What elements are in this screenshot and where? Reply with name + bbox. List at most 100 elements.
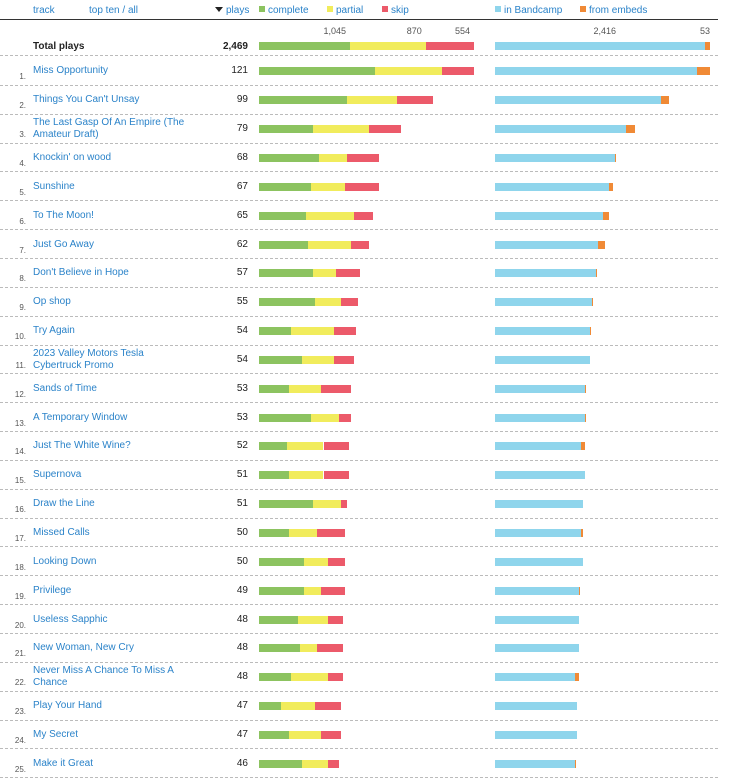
track-title-link[interactable]: Op shop bbox=[33, 296, 71, 308]
total-bar-complete bbox=[259, 42, 350, 50]
bar-skip bbox=[321, 730, 341, 739]
row-separator bbox=[0, 690, 718, 692]
bar-bandcamp bbox=[495, 211, 603, 220]
bar-skip bbox=[347, 153, 380, 162]
bar-partial bbox=[310, 182, 345, 191]
bandcamp-swatch-icon bbox=[495, 6, 501, 13]
track-title-link[interactable]: Knockin' on wood bbox=[33, 151, 112, 163]
bar-partial bbox=[289, 730, 322, 739]
bar-skip bbox=[327, 557, 345, 566]
track-rank: 21. bbox=[14, 649, 26, 659]
filter-top-ten-link[interactable]: top ten bbox=[89, 5, 120, 16]
track-rank: 9. bbox=[19, 303, 26, 313]
bar-partial bbox=[319, 153, 348, 162]
bar-complete bbox=[259, 500, 313, 509]
bar-embeds bbox=[585, 413, 587, 422]
track-title-link[interactable]: Things You Can't Unsay bbox=[33, 94, 140, 106]
track-title-link[interactable]: My Secret bbox=[33, 728, 79, 740]
bar-embeds bbox=[602, 211, 609, 220]
total-bar-embeds bbox=[705, 42, 710, 50]
bar-skip bbox=[327, 673, 343, 682]
row-separator bbox=[0, 575, 718, 577]
bar-bandcamp bbox=[495, 355, 590, 364]
bar-bandcamp bbox=[495, 125, 627, 134]
bar-partial bbox=[302, 759, 328, 768]
bar-embeds bbox=[574, 673, 579, 682]
total-bandcamp-value: 2,416 bbox=[593, 26, 616, 36]
track-plays: 47 bbox=[236, 728, 248, 740]
track-title-link[interactable]: Don't Believe in Hope bbox=[33, 267, 129, 279]
track-title-link[interactable]: Make it Great bbox=[33, 757, 94, 769]
bar-skip bbox=[338, 413, 352, 422]
bar-skip bbox=[327, 759, 339, 768]
plays-header-label: plays bbox=[226, 5, 250, 16]
complete-swatch-icon bbox=[259, 6, 265, 13]
track-title-link[interactable]: 2023 Valley Motors Tesla Cybertruck Prom… bbox=[33, 347, 144, 371]
total-skip-value: 554 bbox=[454, 26, 470, 36]
bar-skip bbox=[314, 702, 341, 711]
row-separator bbox=[0, 459, 718, 461]
bar-bandcamp bbox=[495, 240, 599, 249]
track-title-link[interactable]: Sunshine bbox=[33, 180, 75, 192]
bar-complete bbox=[259, 153, 320, 162]
row-separator bbox=[0, 142, 718, 144]
track-rank: 3. bbox=[19, 130, 26, 140]
track-title-link[interactable]: A Temporary Window bbox=[33, 411, 128, 423]
track-title-link[interactable]: Just Go Away bbox=[33, 238, 94, 250]
row-separator bbox=[0, 517, 718, 519]
bar-skip bbox=[340, 500, 348, 509]
sort-plays-header[interactable]: plays bbox=[215, 4, 249, 18]
bar-partial bbox=[286, 442, 324, 451]
track-title-link[interactable]: To The Moon! bbox=[33, 209, 94, 221]
track-title-link[interactable]: Useless Sapphic bbox=[33, 613, 108, 625]
track-title-link[interactable]: New Woman, New Cry bbox=[33, 642, 134, 654]
row-separator bbox=[0, 402, 718, 404]
bar-embeds bbox=[589, 327, 591, 336]
bar-partial bbox=[375, 67, 442, 76]
row-separator bbox=[0, 719, 718, 721]
track-title-link[interactable]: The Last Gasp Of An Empire (The Amateur … bbox=[33, 117, 185, 141]
column-header-track[interactable]: track bbox=[33, 5, 55, 16]
bar-partial bbox=[289, 471, 324, 480]
track-plays: 99 bbox=[236, 94, 248, 106]
total-plays-value: 2,469 bbox=[222, 41, 248, 52]
bar-complete bbox=[259, 529, 290, 538]
row-separator bbox=[0, 604, 718, 606]
legend-skip: skip bbox=[382, 4, 409, 18]
row-separator bbox=[0, 315, 718, 317]
track-title-link[interactable]: Sands of Time bbox=[33, 382, 97, 394]
header-divider bbox=[0, 19, 718, 20]
bar-partial bbox=[280, 702, 315, 711]
track-title-link[interactable]: Just The White Wine? bbox=[33, 440, 131, 452]
track-title-link[interactable]: Privilege bbox=[33, 584, 72, 596]
track-title-link[interactable]: Miss Opportunity bbox=[33, 65, 109, 77]
legend-embeds-label: from embeds bbox=[589, 5, 648, 16]
track-title-link[interactable]: Supernova bbox=[33, 469, 82, 481]
bar-complete bbox=[259, 673, 292, 682]
track-title-link[interactable]: Try Again bbox=[33, 325, 75, 337]
row-separator bbox=[0, 488, 718, 490]
bar-complete bbox=[259, 96, 348, 105]
track-plays: 55 bbox=[236, 296, 248, 308]
track-title-link[interactable]: Looking Down bbox=[33, 555, 97, 567]
track-title-link[interactable]: Play Your Hand bbox=[33, 700, 102, 712]
row-separator bbox=[0, 431, 718, 433]
bar-skip bbox=[334, 355, 354, 364]
filter-all-link[interactable]: all bbox=[127, 5, 138, 16]
track-title-link[interactable]: Missed Calls bbox=[33, 527, 90, 539]
bar-partial bbox=[297, 615, 328, 624]
bar-bandcamp bbox=[495, 759, 575, 768]
legend-partial: partial bbox=[327, 4, 363, 18]
track-plays: 62 bbox=[236, 238, 248, 250]
partial-swatch-icon bbox=[327, 6, 333, 13]
bar-complete bbox=[259, 327, 292, 336]
row-separator bbox=[0, 748, 718, 750]
bar-complete bbox=[259, 730, 290, 739]
total-bar-bandcamp bbox=[495, 42, 706, 50]
legend-skip-label: skip bbox=[391, 5, 409, 16]
track-plays: 65 bbox=[236, 209, 248, 221]
track-title-link[interactable]: Never Miss A Chance To Miss A Chance bbox=[33, 665, 174, 689]
track-title-link[interactable]: Draw the Line bbox=[33, 498, 95, 510]
track-rank: 12. bbox=[14, 389, 26, 399]
bar-bandcamp bbox=[495, 327, 590, 336]
